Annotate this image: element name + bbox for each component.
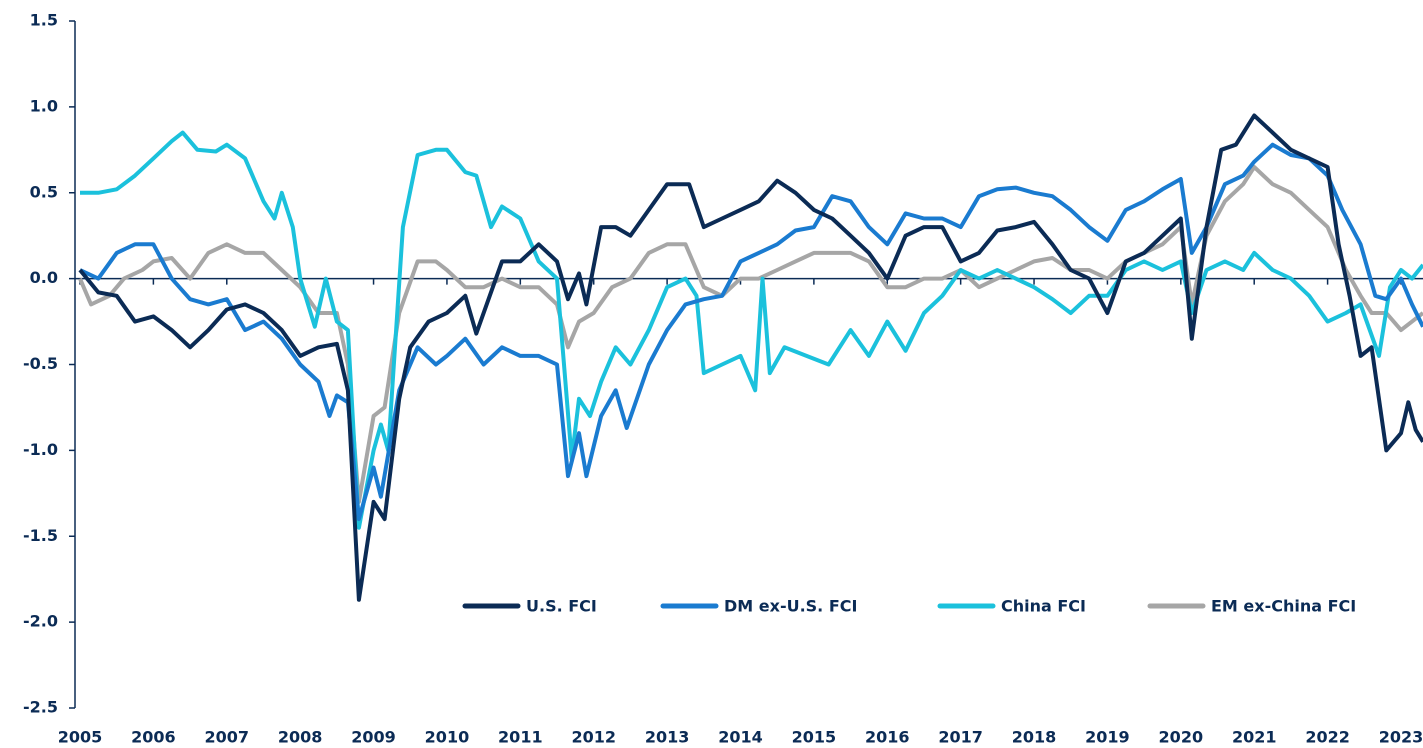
x-tick-label: 2019 (1085, 728, 1130, 747)
x-tick-label: 2012 (571, 728, 616, 747)
y-tick-label: -1.0 (23, 440, 58, 459)
x-tick-label: 2016 (865, 728, 910, 747)
y-tick-label: -2.5 (23, 698, 58, 717)
x-tick-label: 2021 (1232, 728, 1277, 747)
y-tick-label: 0.5 (30, 182, 58, 201)
x-tick-label: 2013 (645, 728, 690, 747)
legend-label: U.S. FCI (526, 597, 597, 616)
x-tick-label: 2014 (718, 728, 763, 747)
series-line (78, 113, 1423, 602)
series-line (78, 165, 1423, 504)
y-tick-label: -1.5 (23, 526, 58, 545)
x-tick-label: 2009 (351, 728, 396, 747)
x-tick-label: 2011 (498, 728, 543, 747)
y-tick-label: 1.0 (30, 96, 58, 115)
y-tick-label: 0.0 (30, 268, 58, 287)
x-tick-label: 2010 (425, 728, 470, 747)
x-tick-label: 2017 (938, 728, 983, 747)
x-tick-label: 2006 (131, 728, 176, 747)
x-tick-label: 2005 (58, 728, 103, 747)
legend-label: EM ex-China FCI (1211, 597, 1356, 616)
x-tick-label: 2018 (1012, 728, 1057, 747)
y-tick-label: -0.5 (23, 354, 58, 373)
legend-label: DM ex-U.S. FCI (724, 597, 857, 616)
x-tick-label: 2020 (1159, 728, 1204, 747)
x-tick-label: 2007 (205, 728, 250, 747)
y-tick-label: 1.5 (30, 11, 58, 30)
series-line (79, 142, 1423, 522)
x-tick-label: 2022 (1305, 728, 1350, 747)
y-tick-label: -2.0 (23, 612, 58, 631)
legend-label: China FCI (1001, 597, 1086, 616)
x-tick-label: 2023 (1379, 728, 1423, 747)
x-tick-label: 2008 (278, 728, 323, 747)
x-tick-label: 2015 (792, 728, 837, 747)
